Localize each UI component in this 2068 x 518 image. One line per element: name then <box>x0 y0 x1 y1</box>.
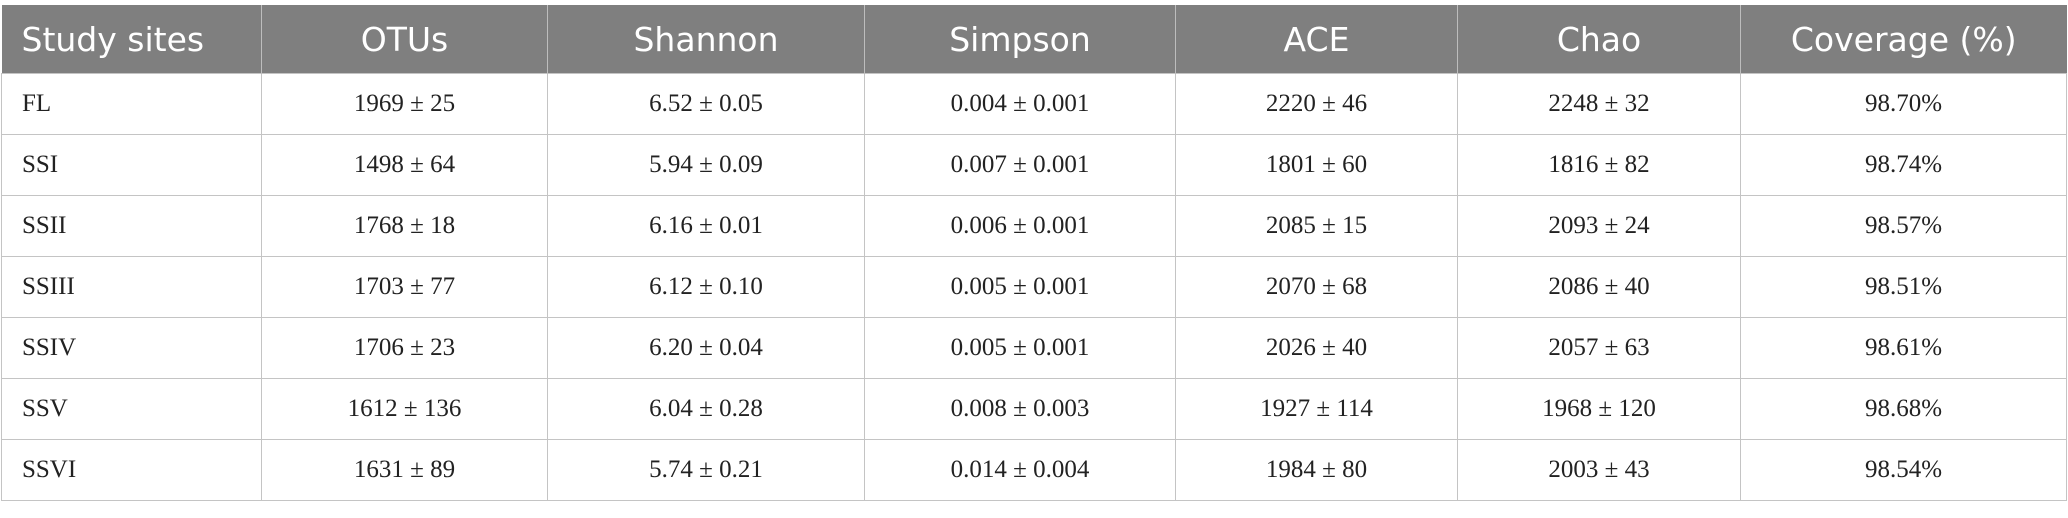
table-cell: 98.61% <box>1740 317 2067 379</box>
row-label: SSIII <box>1 256 262 318</box>
table-cell: 5.74 ± 0.21 <box>547 439 865 501</box>
table-cell: 1703 ± 77 <box>261 256 548 318</box>
header-row: Study sites OTUs Shannon Simpson ACE Chao Cove… <box>1 5 2067 74</box>
table-cell: 0.014 ± 0.004 <box>864 439 1176 501</box>
table-cell: 98.54% <box>1740 439 2067 501</box>
table-cell: 1768 ± 18 <box>261 195 548 257</box>
table-cell: 98.68% <box>1740 378 2067 440</box>
table-cell: 2026 ± 40 <box>1175 317 1458 379</box>
table-cell: 5.94 ± 0.09 <box>547 134 865 196</box>
table-row: SSVI 1631 ± 89 5.74 ± 0.21 0.014 ± 0.004 198… <box>1 439 2067 501</box>
table-cell: 6.20 ± 0.04 <box>547 317 865 379</box>
header-cell: OTUs <box>261 5 548 74</box>
table-cell: 1801 ± 60 <box>1175 134 1458 196</box>
data-table: Study sites OTUs Shannon Simpson ACE Chao Cove… <box>1 5 2067 501</box>
table-cell: 2086 ± 40 <box>1457 256 1741 318</box>
row-label: SSVI <box>1 439 262 501</box>
row-label: SSV <box>1 378 262 440</box>
table-cell: 98.51% <box>1740 256 2067 318</box>
row-label: SSII <box>1 195 262 257</box>
table-cell: 98.57% <box>1740 195 2067 257</box>
table-cell: 1816 ± 82 <box>1457 134 1741 196</box>
table-cell: 2220 ± 46 <box>1175 73 1458 135</box>
table-cell: 2070 ± 68 <box>1175 256 1458 318</box>
table-cell: 6.16 ± 0.01 <box>547 195 865 257</box>
table-row: FL 1969 ± 25 6.52 ± 0.05 0.004 ± 0.001 2220 … <box>1 73 2067 135</box>
table-cell: 1498 ± 64 <box>261 134 548 196</box>
table-row: SSII 1768 ± 18 6.16 ± 0.01 0.006 ± 0.001 208… <box>1 195 2067 257</box>
table-cell: 2057 ± 63 <box>1457 317 1741 379</box>
table-cell: 1927 ± 114 <box>1175 378 1458 440</box>
table-cell: 0.008 ± 0.003 <box>864 378 1176 440</box>
table-cell: 0.004 ± 0.001 <box>864 73 1176 135</box>
header-cell: Shannon <box>547 5 865 74</box>
table-cell: 0.005 ± 0.001 <box>864 256 1176 318</box>
header-cell: ACE <box>1175 5 1458 74</box>
table-row: SSIV 1706 ± 23 6.20 ± 0.04 0.005 ± 0.001 202… <box>1 317 2067 379</box>
table-cell: 2248 ± 32 <box>1457 73 1741 135</box>
table-row: SSI 1498 ± 64 5.94 ± 0.09 0.007 ± 0.001 1801… <box>1 134 2067 196</box>
row-label: SSIV <box>1 317 262 379</box>
table-cell: 2085 ± 15 <box>1175 195 1458 257</box>
table-row: SSV 1612 ± 136 6.04 ± 0.28 0.008 ± 0.003 192… <box>1 378 2067 440</box>
table-body: FL 1969 ± 25 6.52 ± 0.05 0.004 ± 0.001 2220 … <box>1 73 2067 501</box>
table-cell: 0.007 ± 0.001 <box>864 134 1176 196</box>
table-cell: 6.04 ± 0.28 <box>547 378 865 440</box>
row-label: SSI <box>1 134 262 196</box>
table-cell: 2093 ± 24 <box>1457 195 1741 257</box>
table-row: SSIII 1703 ± 77 6.12 ± 0.10 0.005 ± 0.001 20… <box>1 256 2067 318</box>
header-cell: Chao <box>1457 5 1741 74</box>
table-cell: 1968 ± 120 <box>1457 378 1741 440</box>
table-cell: 2003 ± 43 <box>1457 439 1741 501</box>
header-cell: Coverage (%) <box>1740 5 2067 74</box>
header-cell: Study sites <box>1 5 262 74</box>
table-cell: 1706 ± 23 <box>261 317 548 379</box>
table-cell: 98.70% <box>1740 73 2067 135</box>
table-cell: 0.005 ± 0.001 <box>864 317 1176 379</box>
table-cell: 1984 ± 80 <box>1175 439 1458 501</box>
table-cell: 6.12 ± 0.10 <box>547 256 865 318</box>
header-cell: Simpson <box>864 5 1176 74</box>
row-label: FL <box>1 73 262 135</box>
table-cell: 1612 ± 136 <box>261 378 548 440</box>
table-cell: 1969 ± 25 <box>261 73 548 135</box>
table-cell: 0.006 ± 0.001 <box>864 195 1176 257</box>
table-cell: 98.74% <box>1740 134 2067 196</box>
table-cell: 1631 ± 89 <box>261 439 548 501</box>
table-cell: 6.52 ± 0.05 <box>547 73 865 135</box>
